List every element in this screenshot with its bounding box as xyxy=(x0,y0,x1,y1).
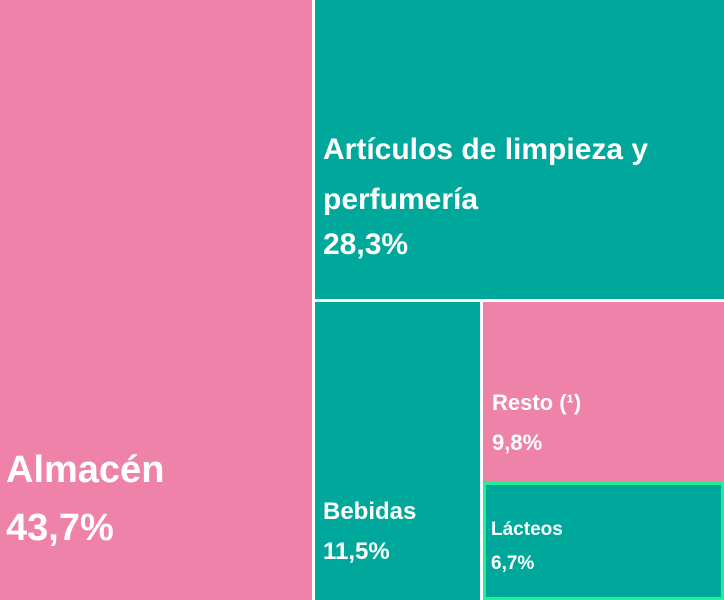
tile-value-lacteos: 6,7% xyxy=(491,552,535,574)
tile-label-resto: Resto (¹) xyxy=(492,390,582,416)
tile-value-almacen: 43,7% xyxy=(6,506,114,549)
tile-label-bebidas: Bebidas xyxy=(323,498,417,526)
tile-value-bebidas: 11,5% xyxy=(323,538,390,566)
tile-label-almacen: Almacén xyxy=(6,448,165,491)
tile-label-articulos-limpieza: Artículos de limpieza y perfumería xyxy=(323,133,649,216)
tile-value-articulos-limpieza: 28,3% xyxy=(323,228,409,261)
tile-lacteos: Lácteos 6,7% xyxy=(483,482,724,600)
tile-almacen: Almacén 43,7% xyxy=(0,0,312,600)
tile-bebidas: Bebidas 11,5% xyxy=(315,302,480,600)
tile-label-lacteos: Lácteos xyxy=(491,518,563,540)
tile-resto: Resto (¹) 9,8% xyxy=(483,302,724,482)
tile-value-resto: 9,8% xyxy=(492,430,543,456)
tile-articulos-limpieza: Artículos de limpieza y perfumería 28,3% xyxy=(315,0,724,299)
